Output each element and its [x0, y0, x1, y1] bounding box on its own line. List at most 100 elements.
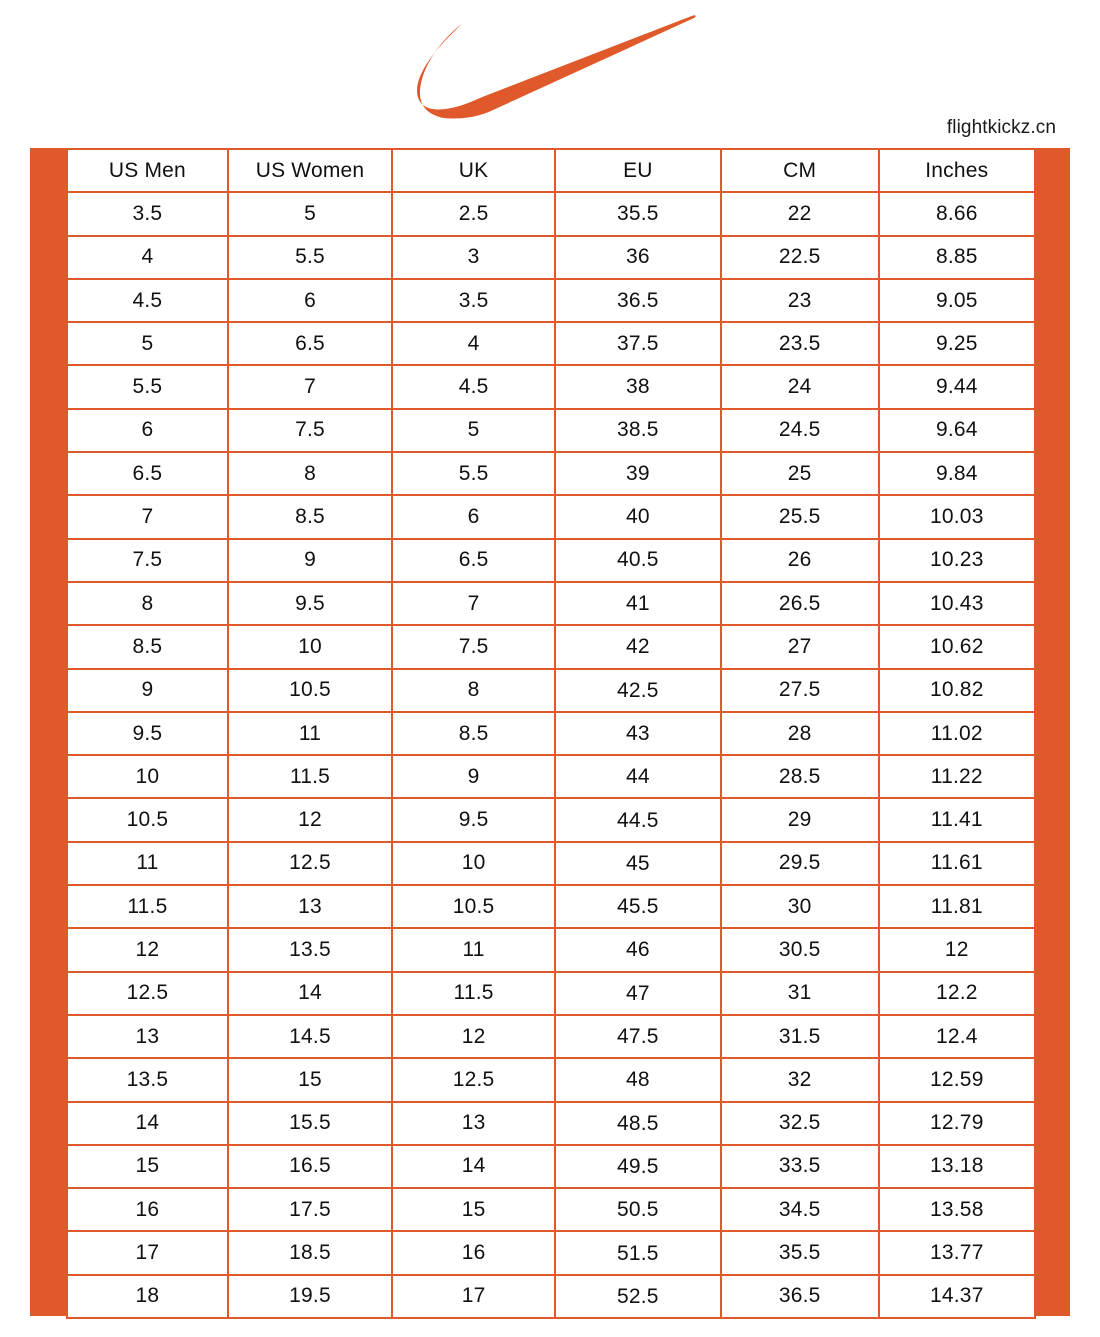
- table-row: 6.5 8 5.5 39 25 9.84: [66, 451, 1037, 497]
- table-row: 3.5 5 2.5 35.5 22 8.66: [66, 191, 1037, 237]
- table-row: 7 8.5 6 40 25.5 10.03: [66, 494, 1037, 540]
- cell-eu: 41: [553, 580, 722, 627]
- cell-us-women: 6: [226, 277, 394, 324]
- table-row: 7.5 9 6.5 40.5 26 10.23: [66, 537, 1037, 583]
- column-header-inches: Inches: [877, 147, 1037, 194]
- cell-us-men: 10: [66, 754, 229, 800]
- cell-uk: 15: [391, 1187, 556, 1233]
- cell-inches: 11.81: [877, 884, 1037, 930]
- cell-uk: 5.5: [391, 451, 556, 497]
- cell-inches: 13.58: [877, 1187, 1037, 1233]
- left-accent-bar: [30, 148, 66, 1316]
- cell-inches: 13.18: [877, 1143, 1037, 1190]
- table-row: 18 19.5 17 52.5 36.5 14.37: [66, 1273, 1037, 1320]
- cell-eu: 36: [553, 234, 722, 280]
- table-row: 4 5.5 3 36 22.5 8.85: [66, 234, 1037, 280]
- cell-uk: 10: [391, 840, 556, 887]
- cell-cm: 24.5: [719, 407, 880, 454]
- cell-eu: 38.5: [553, 407, 722, 454]
- cell-inches: 10.82: [877, 667, 1037, 713]
- cell-eu: 47: [553, 970, 722, 1016]
- cell-us-women: 14: [226, 970, 394, 1016]
- cell-inches: 14.37: [877, 1273, 1037, 1320]
- cell-us-women: 9.5: [226, 580, 394, 627]
- cell-eu: 50.5: [553, 1187, 722, 1233]
- cell-uk: 8: [391, 667, 556, 713]
- cell-inches: 12.79: [877, 1100, 1037, 1146]
- cell-cm: 31.5: [719, 1013, 880, 1060]
- cell-uk: 6.5: [391, 537, 556, 583]
- right-accent-bar: [1036, 148, 1070, 1316]
- cell-us-men: 11.5: [66, 884, 229, 930]
- table-row: 6 7.5 5 38.5 24.5 9.64: [66, 407, 1037, 454]
- table-row: 11.5 13 10.5 45.5 30 11.81: [66, 884, 1037, 930]
- cell-us-women: 10: [226, 624, 394, 670]
- cell-cm: 22: [719, 191, 880, 237]
- table-row: 10 11.5 9 44 28.5 11.22: [66, 754, 1037, 800]
- cell-eu: 48.5: [553, 1100, 722, 1146]
- cell-us-men: 13.5: [66, 1057, 229, 1103]
- cell-us-men: 7.5: [66, 537, 229, 583]
- table-row: 5.5 7 4.5 38 24 9.44: [66, 364, 1037, 410]
- cell-inches: 9.44: [877, 364, 1037, 410]
- cell-eu: 49.5: [553, 1143, 722, 1190]
- cell-uk: 4.5: [391, 364, 556, 410]
- cell-inches: 9.25: [877, 321, 1037, 367]
- cell-cm: 28.5: [719, 754, 880, 800]
- cell-inches: 9.64: [877, 407, 1037, 454]
- cell-us-women: 12.5: [226, 840, 394, 887]
- cell-uk: 5: [391, 407, 556, 454]
- cell-us-men: 15: [66, 1143, 229, 1190]
- table-row: 9 10.5 8 42.5 27.5 10.82: [66, 667, 1037, 713]
- cell-us-men: 8.5: [66, 624, 229, 670]
- cell-us-men: 11: [66, 840, 229, 887]
- cell-inches: 12.2: [877, 970, 1037, 1016]
- cell-uk: 4: [391, 321, 556, 367]
- cell-us-men: 7: [66, 494, 229, 540]
- cell-us-women: 12: [226, 797, 394, 843]
- cell-cm: 27: [719, 624, 880, 670]
- cell-cm: 29: [719, 797, 880, 843]
- cell-us-men: 5.5: [66, 364, 229, 410]
- cell-uk: 7: [391, 580, 556, 627]
- table-row: 16 17.5 15 50.5 34.5 13.58: [66, 1187, 1037, 1233]
- cell-us-women: 8: [226, 451, 394, 497]
- cell-eu: 48: [553, 1057, 722, 1103]
- cell-us-men: 9: [66, 667, 229, 713]
- cell-us-men: 13: [66, 1013, 229, 1060]
- cell-eu: 46: [553, 927, 722, 973]
- cell-eu: 52.5: [553, 1273, 722, 1320]
- cell-inches: 10.23: [877, 537, 1037, 583]
- cell-eu: 40: [553, 494, 722, 540]
- cell-us-men: 18: [66, 1273, 229, 1320]
- cell-cm: 27.5: [719, 667, 880, 713]
- cell-us-women: 11.5: [226, 754, 394, 800]
- cell-eu: 47.5: [553, 1013, 722, 1060]
- cell-eu: 51.5: [553, 1230, 722, 1276]
- cell-uk: 13: [391, 1100, 556, 1146]
- cell-inches: 13.77: [877, 1230, 1037, 1276]
- table-body: 3.5 5 2.5 35.5 22 8.66 4 5.5 3 36 22.5 8.85 4.5 6 3.5 3…: [66, 191, 1037, 1320]
- table-row: 15 16.5 14 49.5 33.5 13.18: [66, 1143, 1037, 1190]
- cell-eu: 35.5: [553, 191, 722, 237]
- cell-us-men: 4.5: [66, 277, 229, 324]
- cell-cm: 26.5: [719, 580, 880, 627]
- cell-cm: 31: [719, 970, 880, 1016]
- size-chart: US Men US Women UK EU CM Inches 3.5 5 2.5 35.5 22…: [30, 147, 1070, 1320]
- cell-inches: 11.61: [877, 840, 1037, 887]
- cell-us-women: 7.5: [226, 407, 394, 454]
- cell-us-men: 17: [66, 1230, 229, 1276]
- cell-us-women: 5: [226, 191, 394, 237]
- cell-uk: 8.5: [391, 710, 556, 757]
- cell-us-women: 9: [226, 537, 394, 583]
- cell-inches: 10.43: [877, 580, 1037, 627]
- cell-cm: 26: [719, 537, 880, 583]
- cell-uk: 9: [391, 754, 556, 800]
- cell-us-women: 18.5: [226, 1230, 394, 1276]
- cell-us-men: 12.5: [66, 970, 229, 1016]
- cell-uk: 6: [391, 494, 556, 540]
- cell-cm: 28: [719, 710, 880, 757]
- cell-cm: 29.5: [719, 840, 880, 887]
- table-row: 8.5 10 7.5 42 27 10.62: [66, 624, 1037, 670]
- cell-us-women: 19.5: [226, 1273, 394, 1320]
